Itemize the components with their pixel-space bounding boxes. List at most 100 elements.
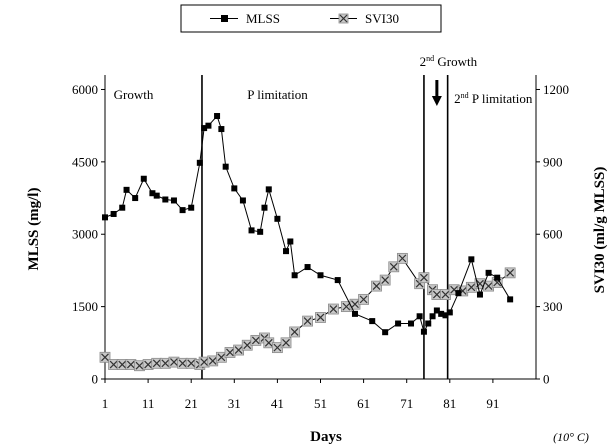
x-axis-title: Days bbox=[310, 429, 342, 445]
legend-svi-label: SVI30 bbox=[365, 11, 399, 26]
mlss-point bbox=[291, 272, 298, 279]
mlss-point bbox=[162, 196, 169, 203]
mlss-point bbox=[420, 328, 427, 335]
mlss-point bbox=[382, 329, 389, 336]
svi30-point bbox=[280, 337, 292, 349]
mlss-point bbox=[214, 113, 221, 120]
mlss-point bbox=[123, 186, 130, 193]
mlss-point bbox=[261, 204, 268, 211]
mlss-point bbox=[110, 210, 117, 217]
phase-label: 2nd P limitation bbox=[454, 91, 533, 106]
mlss-point bbox=[438, 310, 445, 317]
mlss-point bbox=[222, 163, 229, 170]
x-tick-label: 51 bbox=[314, 396, 327, 411]
mlss-point bbox=[287, 238, 294, 245]
mlss-point bbox=[429, 313, 436, 320]
mlss-point bbox=[476, 291, 483, 298]
mlss-point bbox=[196, 159, 203, 166]
temperature-note: (10° C) bbox=[553, 430, 589, 444]
mlss-point bbox=[170, 197, 177, 204]
x-tick-label: 91 bbox=[486, 396, 499, 411]
y-axis-left-title: MLSS (mg/l) bbox=[26, 188, 42, 271]
mlss-point bbox=[416, 313, 423, 320]
x-tick-label: 21 bbox=[185, 396, 198, 411]
svi30-point bbox=[328, 303, 339, 315]
mlss-point bbox=[102, 214, 108, 221]
mlss-point bbox=[494, 274, 501, 281]
phase-labels: Growth P limitation 2nd Growth 2nd P limita… bbox=[114, 54, 533, 106]
phase-label: 2nd Growth bbox=[420, 54, 478, 69]
y-left-tick-label: 6000 bbox=[72, 82, 98, 97]
mlss-point bbox=[149, 190, 156, 197]
phase-label: P limitation bbox=[247, 87, 308, 102]
mlss-point bbox=[304, 264, 311, 271]
x-tick-label: 31 bbox=[228, 396, 241, 411]
x-tick-label: 71 bbox=[400, 396, 413, 411]
legend-mlss-marker bbox=[221, 15, 228, 22]
mlss-point bbox=[119, 204, 126, 211]
y-left-tick-label: 3000 bbox=[72, 227, 98, 242]
x-tick-label: 41 bbox=[271, 396, 284, 411]
series-mlss bbox=[102, 113, 514, 336]
mlss-point bbox=[283, 248, 290, 255]
y-axis-right-title: SVI30 (ml/g MLSS) bbox=[592, 167, 608, 294]
mlss-point bbox=[140, 175, 147, 182]
mlss-point bbox=[446, 309, 453, 316]
svi30-point bbox=[396, 252, 408, 264]
mlss-point bbox=[395, 320, 402, 327]
svi30-point bbox=[142, 359, 154, 370]
svi30-point bbox=[151, 357, 163, 369]
mlss-point bbox=[369, 318, 376, 325]
ticks: 1 11 21 31 41 51 61 71 81 91015003000450060000300… bbox=[72, 82, 569, 411]
phase-boundaries bbox=[201, 75, 449, 379]
svi30-point bbox=[289, 326, 301, 338]
svi30-point bbox=[302, 315, 313, 327]
y-right-tick-label: 600 bbox=[543, 227, 563, 242]
mlss-point bbox=[408, 320, 415, 327]
mlss-point bbox=[433, 307, 440, 314]
svi30-point bbox=[224, 347, 236, 358]
mlss-point bbox=[455, 290, 462, 297]
x-tick-label: 81 bbox=[443, 396, 456, 411]
mlss-point bbox=[425, 320, 432, 327]
mlss-point bbox=[317, 272, 324, 279]
y-left-tick-label: 0 bbox=[92, 372, 99, 387]
svi30-point bbox=[379, 274, 391, 286]
x-tick-label: 61 bbox=[357, 396, 370, 411]
legend-svi-marker bbox=[338, 13, 349, 24]
y-right-tick-label: 300 bbox=[543, 299, 563, 314]
mlss-point bbox=[205, 122, 212, 129]
mlss-point bbox=[201, 125, 208, 132]
svi30-point bbox=[504, 267, 516, 279]
svi30-point bbox=[388, 261, 400, 273]
mlss-point bbox=[351, 310, 358, 317]
svi30-point bbox=[315, 312, 326, 323]
legend-mlss-label: MLSS bbox=[246, 11, 280, 26]
svi30-point bbox=[168, 356, 180, 368]
mlss-point bbox=[239, 197, 246, 204]
y-right-tick-label: 900 bbox=[543, 154, 563, 169]
mlss-point bbox=[442, 312, 449, 319]
down-arrow-icon bbox=[431, 80, 442, 106]
svi30-point bbox=[418, 272, 430, 284]
series-svi30 bbox=[99, 252, 516, 372]
svi30-point bbox=[358, 293, 370, 305]
mlss-point bbox=[507, 296, 514, 303]
y-right-tick-label: 0 bbox=[543, 372, 550, 387]
svi30-point bbox=[340, 301, 352, 313]
y-left-tick-label: 4500 bbox=[72, 154, 98, 169]
mlss-point bbox=[248, 227, 255, 234]
x-tick-label: 1 bbox=[102, 396, 109, 411]
mlss-point bbox=[132, 195, 139, 202]
mlss-point bbox=[257, 228, 264, 235]
mlss-point bbox=[218, 126, 225, 133]
y-right-tick-label: 1200 bbox=[543, 82, 569, 97]
svi30-point bbox=[99, 351, 111, 363]
phase-label: Growth bbox=[114, 87, 154, 102]
y-left-tick-label: 1500 bbox=[72, 299, 98, 314]
mlss-point bbox=[231, 185, 238, 192]
mlss-point bbox=[188, 204, 195, 211]
svi30-point bbox=[465, 281, 477, 293]
mlss-point bbox=[265, 186, 272, 193]
